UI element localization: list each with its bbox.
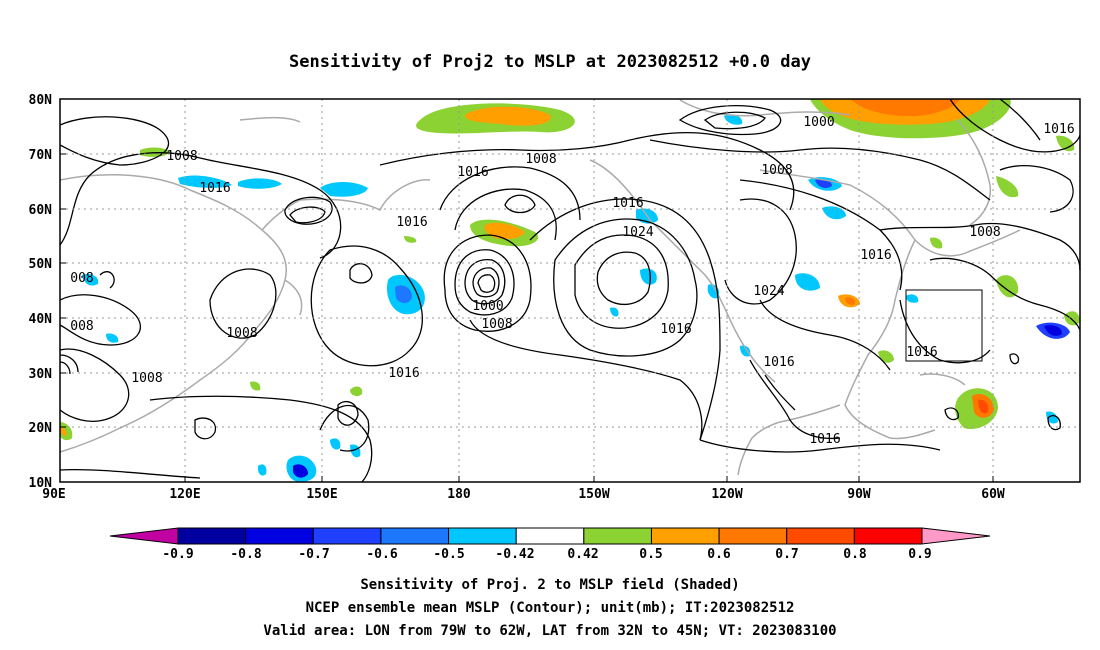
contour-label: 1008 — [166, 149, 197, 164]
contour-label: 1016 — [457, 165, 488, 180]
contour-label: 1008 — [761, 163, 792, 178]
colorbar-cells — [177, 527, 923, 545]
colorbar-label: -0.42 — [495, 547, 534, 562]
colorbar-cell — [583, 527, 652, 545]
colorbar-label: 0.8 — [843, 547, 867, 562]
colorbar-label: 0.6 — [707, 547, 731, 562]
lon-tick-label: 120E — [169, 487, 200, 502]
colorbar-label: 0.7 — [775, 547, 798, 562]
lat-tick-label: 60N — [29, 203, 53, 218]
lat-tick-label: 70N — [29, 148, 53, 163]
colorbar-cell — [380, 527, 450, 545]
lon-tick-label: 90E — [42, 487, 65, 502]
colorbar-labels: -0.9 -0.8 -0.7 -0.6 -0.5 -0.42 0.42 0.5 … — [162, 547, 931, 562]
colorbar-label: -0.9 — [162, 547, 193, 562]
contour-label: 1016 — [660, 322, 691, 337]
contour-label: 1000 — [803, 115, 834, 130]
colorbar-label: -0.7 — [298, 547, 329, 562]
lon-tick-label: 150E — [306, 487, 337, 502]
caption-contour: NCEP ensemble mean MSLP (Contour); unit(… — [306, 600, 795, 616]
contour-label: 1016 — [612, 196, 643, 211]
lon-tick-label: 180 — [447, 487, 471, 502]
contour-label: 1008 — [969, 225, 1000, 240]
contour-label: 1000 — [472, 299, 503, 314]
colorbar-label: -0.5 — [433, 547, 464, 562]
contour-label: 008 — [70, 271, 93, 286]
contour-label: 1016 — [199, 181, 230, 196]
contour-label: 1016 — [906, 345, 937, 360]
contour-label: 1016 — [763, 355, 794, 370]
colorbar-cell — [245, 527, 314, 545]
contour-label: 008 — [70, 319, 93, 334]
lon-tick-label: 60W — [981, 487, 1005, 502]
colorbar-low-end — [109, 527, 179, 545]
colorbar-cell — [718, 527, 788, 545]
colorbar-label: -0.6 — [366, 547, 397, 562]
colorbar-cell — [515, 527, 585, 545]
contour-label: 1008 — [226, 326, 257, 341]
map-plot-area: 1008 1016 1008 1016 1016 1000 1008 1016 … — [59, 98, 1081, 483]
contour-label: 1008 — [131, 371, 162, 386]
colorbar-label: 0.9 — [908, 547, 931, 562]
contour-label: 1016 — [860, 248, 891, 263]
lat-tick-label: 40N — [29, 312, 53, 327]
lat-lon-grid — [60, 99, 1080, 482]
latitude-labels: 80N 70N 60N 50N 40N 30N 20N 10N — [29, 93, 53, 491]
coastlines — [59, 99, 1021, 476]
mslp-contours — [59, 98, 1081, 483]
colorbar-cell — [786, 527, 855, 545]
colorbar — [109, 527, 991, 545]
valid-area-box — [905, 289, 983, 362]
lat-tick-label: 10N — [29, 476, 53, 491]
lon-tick-label: 120W — [711, 487, 742, 502]
lon-tick-label: 150W — [578, 487, 609, 502]
colorbar-cell — [448, 527, 517, 545]
contour-label: 1008 — [525, 152, 556, 167]
tick-marks — [60, 98, 994, 482]
colorbar-cell — [650, 527, 720, 545]
colorbar-label: 0.5 — [639, 547, 662, 562]
longitude-labels: 90E 120E 150E 180 150W 120W 90W 60W — [42, 487, 1005, 502]
contour-label: 1016 — [1043, 122, 1074, 137]
lat-tick-label: 80N — [29, 93, 53, 108]
lon-tick-label: 90W — [847, 487, 871, 502]
lat-tick-label: 20N — [29, 421, 53, 436]
caption-valid-area: Valid area: LON from 79W to 62W, LAT fro… — [263, 623, 836, 639]
contour-label: 1016 — [388, 366, 419, 381]
colorbar-cell — [177, 527, 247, 545]
contour-label: 1008 — [481, 317, 512, 332]
contour-label: 1024 — [622, 225, 653, 240]
colorbar-label: 0.42 — [567, 547, 598, 562]
contour-label: 1016 — [809, 432, 840, 447]
lat-tick-label: 50N — [29, 257, 53, 272]
map-frame — [59, 98, 1081, 483]
map-title: Sensitivity of Proj2 to MSLP at 20230825… — [289, 52, 811, 72]
colorbar-label: -0.8 — [230, 547, 261, 562]
colorbar-cell — [312, 527, 382, 545]
lat-tick-label: 30N — [29, 367, 53, 382]
contour-label: 1024 — [753, 284, 784, 299]
contour-labels: 1008 1016 1008 1016 1016 1000 1008 1016 … — [70, 115, 1074, 447]
colorbar-cell — [853, 527, 923, 545]
colorbar-high-end — [921, 527, 991, 545]
caption-shaded: Sensitivity of Proj. 2 to MSLP field (Sh… — [360, 577, 739, 593]
contour-label: 1016 — [396, 215, 427, 230]
